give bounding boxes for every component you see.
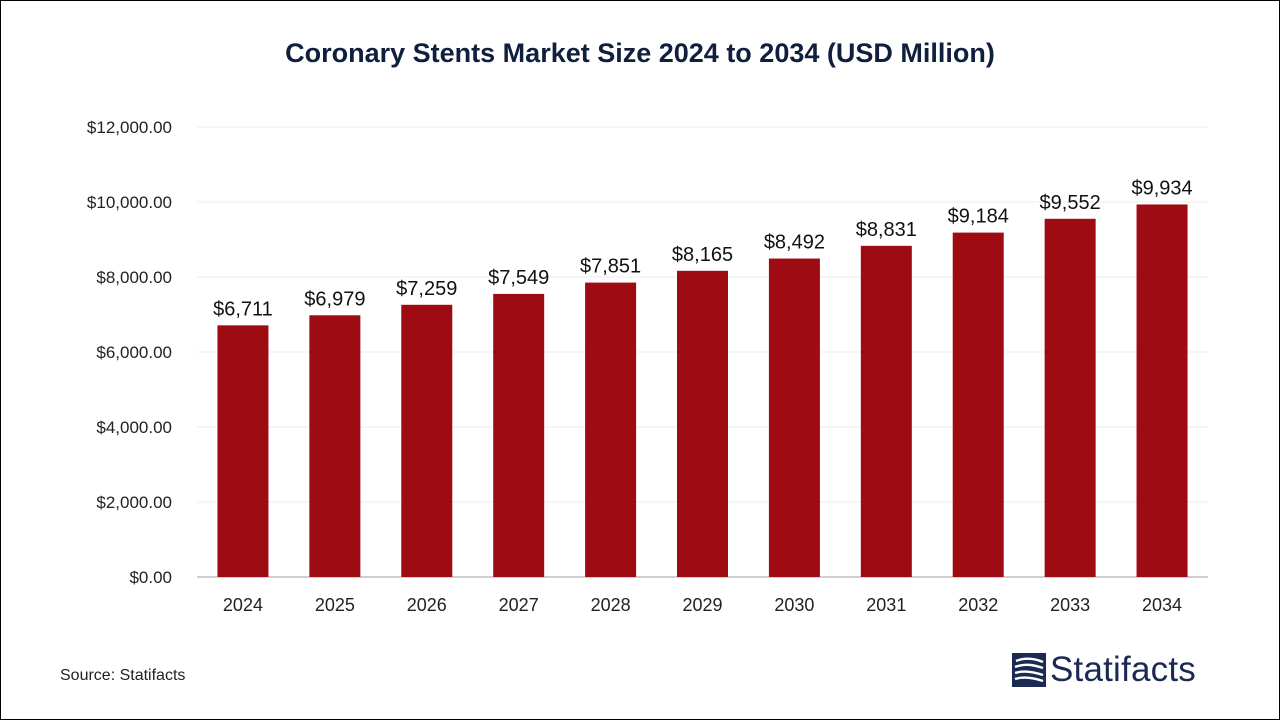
y-tick-label: $12,000.00 bbox=[87, 118, 172, 137]
bar-2027 bbox=[493, 293, 545, 577]
y-tick-label: $0.00 bbox=[129, 568, 172, 587]
y-axis-ticks: $0.00 $2,000.00 $4,000.00 $6,000.00 $8,000.0… bbox=[87, 118, 172, 587]
data-label-2032: $9,184 bbox=[948, 206, 1009, 228]
data-label-2029: $8,165 bbox=[672, 244, 733, 266]
bar-2024 bbox=[217, 325, 269, 577]
bar-2028 bbox=[585, 282, 637, 577]
x-tick-label-2032: 2032 bbox=[958, 595, 998, 615]
data-label-2034: $9,934 bbox=[1131, 177, 1192, 199]
source-note: Source: Statifacts bbox=[60, 667, 186, 684]
x-tick-label-2027: 2027 bbox=[499, 595, 539, 615]
bar-2032 bbox=[952, 232, 1004, 577]
data-label-2031: $8,831 bbox=[856, 219, 917, 241]
data-labels: $6,711 $6,979 $7,259 $7,549 $7,851 $8,165 $8,4… bbox=[213, 177, 1193, 320]
x-tick-label-2030: 2030 bbox=[774, 595, 814, 615]
bar-2030 bbox=[768, 258, 820, 577]
brand-logo: Statifacts bbox=[1012, 650, 1196, 690]
bar-2029 bbox=[677, 270, 728, 577]
x-tick-label-2033: 2033 bbox=[1050, 595, 1090, 615]
data-label-2027: $7,549 bbox=[488, 267, 549, 289]
x-tick-label-2025: 2025 bbox=[315, 595, 355, 615]
x-tick-label-2031: 2031 bbox=[866, 595, 906, 615]
x-axis-ticks: 2024 2025 2026 2027 2028 2029 2030 2031 2032 2033… bbox=[223, 595, 1182, 615]
y-tick-label: $10,000.00 bbox=[87, 193, 172, 212]
bar-2026 bbox=[401, 304, 453, 577]
bar-2031 bbox=[860, 245, 912, 577]
brand-name: Statifacts bbox=[1050, 650, 1196, 689]
bars bbox=[217, 204, 1188, 578]
chart-title: Coronary Stents Market Size 2024 to 2034… bbox=[285, 38, 995, 68]
statifacts-logo-icon bbox=[1012, 653, 1046, 687]
y-tick-label: $6,000.00 bbox=[96, 343, 172, 362]
data-label-2026: $7,259 bbox=[396, 278, 457, 300]
x-tick-label-2029: 2029 bbox=[682, 595, 722, 615]
bar-2033 bbox=[1044, 218, 1096, 578]
x-tick-label-2026: 2026 bbox=[407, 595, 447, 615]
x-tick-label-2028: 2028 bbox=[591, 595, 631, 615]
data-label-2024: $6,711 bbox=[213, 298, 273, 320]
data-label-2025: $6,979 bbox=[304, 288, 365, 310]
bar-2025 bbox=[309, 315, 361, 577]
bar-2034 bbox=[1136, 204, 1188, 577]
y-tick-label: $2,000.00 bbox=[96, 493, 172, 512]
data-label-2030: $8,492 bbox=[764, 232, 825, 254]
data-label-2033: $9,552 bbox=[1040, 192, 1101, 214]
data-label-2028: $7,851 bbox=[580, 256, 641, 278]
x-tick-label-2024: 2024 bbox=[223, 595, 263, 615]
y-tick-label: $4,000.00 bbox=[96, 418, 172, 437]
x-tick-label-2034: 2034 bbox=[1142, 595, 1182, 615]
y-tick-label: $8,000.00 bbox=[96, 268, 172, 287]
